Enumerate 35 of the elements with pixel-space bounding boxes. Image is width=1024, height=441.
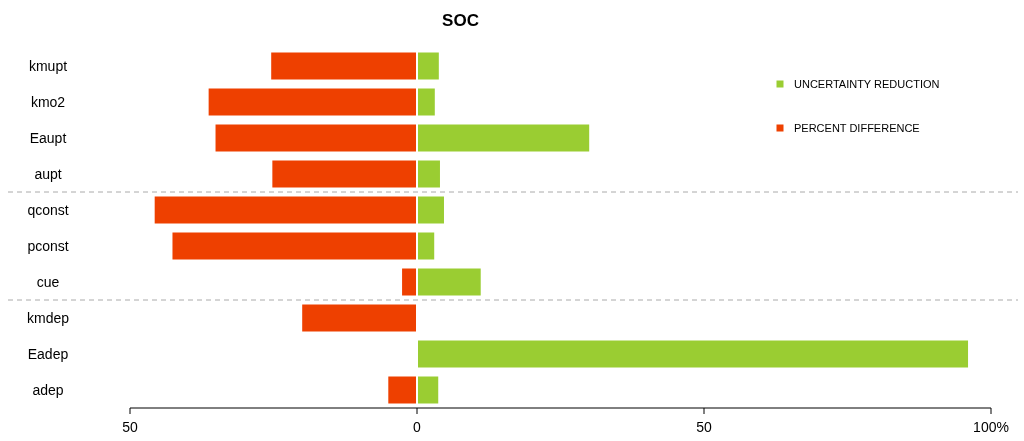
x-tick-label: 0 xyxy=(413,419,422,435)
bar xyxy=(418,52,439,80)
bar xyxy=(418,232,435,260)
bar xyxy=(302,304,416,332)
bar xyxy=(388,376,416,404)
y-tick-label: cue xyxy=(36,274,60,290)
y-tick-label: kmo2 xyxy=(30,94,66,110)
y-tick-label: aupt xyxy=(34,166,62,182)
bar xyxy=(271,52,416,80)
bar xyxy=(418,160,440,188)
bar xyxy=(418,268,481,296)
bar xyxy=(172,232,416,260)
y-tick-label: kmupt xyxy=(28,58,68,74)
bar xyxy=(208,88,416,116)
x-tick-label: 50 xyxy=(696,419,712,435)
bar xyxy=(418,376,439,404)
x-tick-label: 50 xyxy=(122,419,138,435)
x-tick-label: 100% xyxy=(973,419,1009,435)
bar xyxy=(154,196,416,224)
bar xyxy=(418,88,435,116)
y-tick-label: qconst xyxy=(27,202,69,218)
chart-title: SOC xyxy=(442,11,479,30)
bar xyxy=(418,124,590,152)
y-tick-label: adep xyxy=(32,382,64,398)
y-tick-label: Eadep xyxy=(27,346,69,362)
legend-label: UNCERTAINTY REDUCTION xyxy=(794,78,940,90)
bar xyxy=(402,268,416,296)
legend-label: PERCENT DIFFERENCE xyxy=(794,122,920,134)
y-tick-label: kmdep xyxy=(26,310,70,326)
bar xyxy=(418,340,969,368)
bar xyxy=(272,160,416,188)
y-tick-label: pconst xyxy=(27,238,69,254)
bar xyxy=(215,124,416,152)
bar xyxy=(418,196,444,224)
y-tick-label: Eaupt xyxy=(29,130,67,146)
